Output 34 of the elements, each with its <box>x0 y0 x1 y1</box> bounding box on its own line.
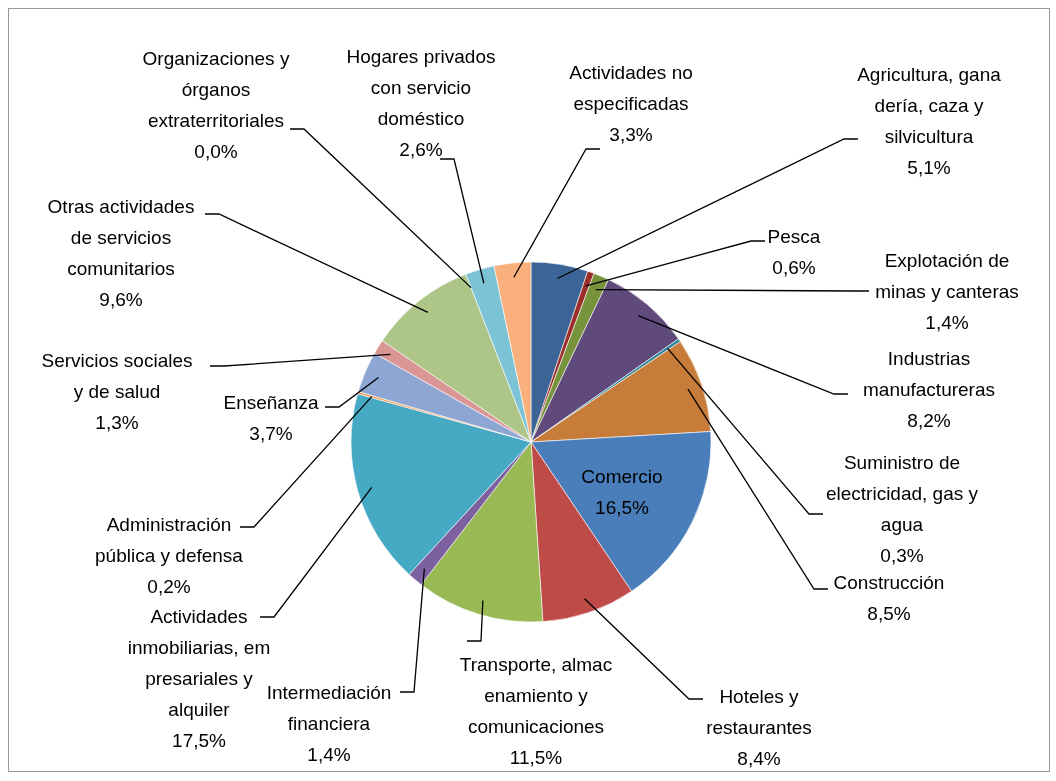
slice-label: Administración pública y defensa <box>95 514 244 566</box>
data-label: 0,2% <box>147 576 191 597</box>
slice-label: Pesca <box>767 226 821 247</box>
data-label: 1,4% <box>925 312 969 333</box>
data-label: 8,2% <box>907 410 951 431</box>
slice-label: Hoteles y restaurantes <box>706 686 812 738</box>
data-label: 5,1% <box>907 157 951 178</box>
slice-label: Industrias manufactureras <box>862 348 996 400</box>
category-label: Organizaciones y órganos extraterritoriales <box>142 48 290 131</box>
slice-label: Comercio <box>581 466 663 487</box>
slice-label: Otras actividades de servicios comunitarios <box>47 196 195 279</box>
slice-label: Enseñanza <box>223 392 319 413</box>
data-label: 11,5% <box>509 747 563 768</box>
data-label: 1,3% <box>95 412 139 433</box>
data-label: 16,5% <box>595 497 650 518</box>
slice-label: Hogares privados con servicio doméstico <box>346 46 496 129</box>
data-label: 3,7% <box>249 423 293 444</box>
text: 0,0% <box>194 141 238 162</box>
data-label: 2,6% <box>399 139 443 160</box>
slice-label: Suministro de electricidad, gas y agua <box>825 452 979 535</box>
slice-label: Servicios sociales y de salud <box>41 350 193 402</box>
data-label: 9,6% <box>99 289 143 310</box>
data-label: 17,5% <box>172 730 227 751</box>
data-label: 8,5% <box>867 603 911 624</box>
data-label: 3,3% <box>609 124 653 145</box>
slice-label: Construcción <box>833 572 945 593</box>
slice-label: Explotación de minas y canteras <box>875 250 1019 302</box>
data-label: 0,3% <box>880 545 924 566</box>
data-label: 0,6% <box>772 257 816 278</box>
data-label: 1,4% <box>307 744 351 765</box>
slice-label: Transporte, almac enamiento y comunicaciones <box>459 654 613 737</box>
slice-label: Actividades no especificadas <box>569 62 693 114</box>
slice-label: Agricultura, gana dería, caza y silvicultura <box>857 64 1002 147</box>
data-label: 8,4% <box>737 748 781 769</box>
